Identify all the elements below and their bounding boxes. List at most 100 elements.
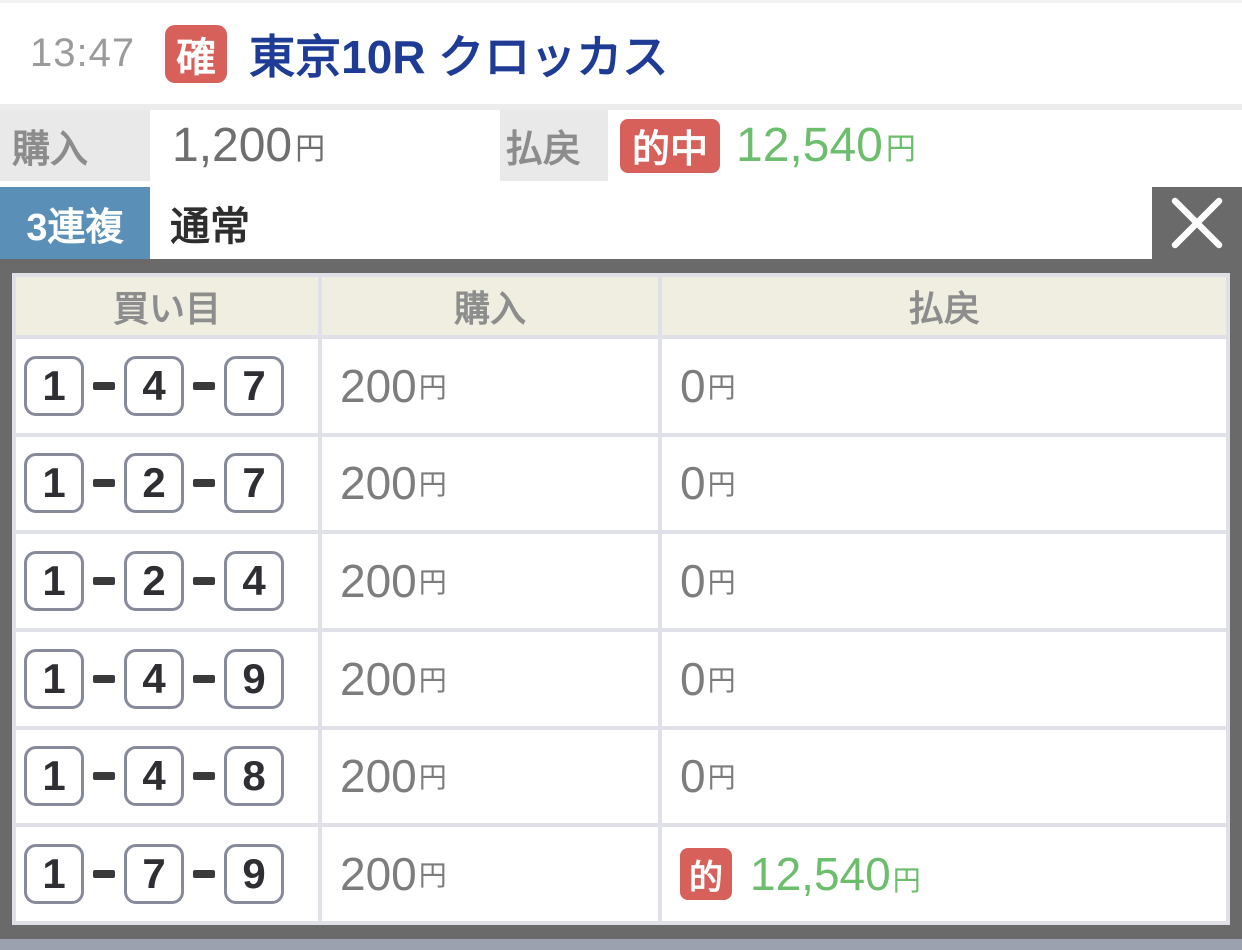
purchase-amount: 200: [340, 750, 417, 803]
race-title: 東京10R クロッカス: [249, 30, 669, 83]
horse-number-box: 9: [224, 844, 284, 905]
page-background-strip: [0, 939, 1242, 950]
purchase-amount-cell: 200 円: [322, 631, 658, 726]
dash-icon: [193, 674, 215, 683]
horse-number-box: 8: [224, 746, 284, 807]
dash-icon: [93, 870, 115, 879]
horse-number-box: 1: [24, 746, 84, 807]
yen-suffix: 円: [418, 860, 447, 892]
yen-suffix: 円: [418, 469, 447, 501]
payout-amount-cell: 的 12,540円: [662, 827, 1226, 921]
horse-number-box: 4: [124, 746, 184, 807]
purchase-amount-cell: 200 円: [322, 436, 658, 531]
race-time: 13:47: [30, 31, 136, 75]
purchase-amount-cell: 200 円: [322, 729, 658, 824]
purchase-amount: 200: [340, 359, 417, 412]
dash-icon: [193, 870, 215, 879]
race-header: 13:47 確 東京10R クロッカス: [0, 0, 1242, 104]
dash-icon: [93, 674, 115, 683]
header-divider: [0, 104, 1242, 110]
horse-number-box: 1: [24, 648, 84, 709]
payout-label: 払戻: [500, 110, 608, 181]
payout-total: 的中 12,540 円: [608, 110, 1242, 181]
column-header-purchase: 購入: [322, 277, 658, 335]
dash-icon: [193, 577, 215, 586]
purchase-amount: 1,200: [172, 119, 293, 172]
summary-row: 購入 1,200 円 払戻 的中 12,540 円: [0, 110, 1242, 181]
yen-suffix: 円: [707, 567, 736, 599]
dash-icon: [93, 577, 115, 586]
dash-icon: [193, 772, 215, 781]
purchase-amount-cell: 200 円: [322, 827, 658, 921]
horse-number-box: 7: [224, 355, 284, 416]
purchase-total: 1,200 円: [150, 110, 500, 181]
purchase-amount: 200: [340, 457, 417, 510]
purchase-amount-cell: 200 円: [322, 534, 658, 628]
horse-number-box: 1: [24, 355, 84, 416]
dash-icon: [93, 772, 115, 781]
bet-type-badge: 3連複: [0, 187, 150, 259]
yen-suffix: 円: [707, 469, 736, 501]
yen-suffix: 円: [885, 132, 916, 166]
close-button[interactable]: [1152, 187, 1242, 259]
payout-amount-value: 0: [680, 555, 706, 608]
bet-table-frame: 買い目 購入 払戻 1 4 7 200 円 0 円 1 2 7 200 円 0 円 1 2 4 200 円 0 円 1 4 9…: [0, 259, 1242, 939]
bet-type-row: 3連複 通常: [0, 187, 1242, 259]
yen-suffix: 円: [295, 132, 326, 166]
payout-amount-value: 0: [680, 750, 706, 803]
yen-suffix: 円: [418, 371, 447, 403]
dash-icon: [93, 381, 115, 390]
horse-number-box: 4: [124, 355, 184, 416]
payout-amount-value: 12,540: [736, 119, 883, 172]
dash-icon: [93, 479, 115, 488]
yen-suffix: 円: [418, 664, 447, 696]
yen-suffix: 円: [892, 865, 921, 897]
horse-number-box: 1: [24, 844, 84, 905]
hit-badge: 的中: [620, 118, 721, 173]
bet-table: 買い目 購入 払戻 1 4 7 200 円 0 円 1 2 7 200 円 0 円 1 2 4 200 円 0 円 1 4 9…: [12, 273, 1230, 925]
payout-amount-value: 0: [680, 359, 706, 412]
yen-suffix: 円: [707, 762, 736, 794]
column-header-payout: 払戻: [662, 277, 1226, 335]
payout-amount: 12,540 円: [736, 118, 916, 173]
payout-amount-value: 0: [680, 457, 706, 510]
yen-suffix: 円: [707, 664, 736, 696]
purchase-amount: 200: [340, 555, 417, 608]
purchase-amount: 200: [340, 652, 417, 705]
dash-icon: [193, 479, 215, 488]
purchase-label: 購入: [0, 110, 150, 181]
hit-badge: 的: [680, 848, 732, 901]
horse-number-box: 1: [24, 453, 84, 514]
payout-amount: 12,540円: [750, 847, 921, 901]
payout-amount-value: 12,540: [750, 848, 891, 901]
column-header-combination: 買い目: [16, 277, 318, 335]
horse-number-box: 2: [124, 453, 184, 514]
row-gap: [0, 181, 1242, 187]
horse-number-box: 2: [124, 551, 184, 612]
confirmed-badge: 確: [165, 24, 228, 83]
horse-number-box: 4: [224, 551, 284, 612]
horse-number-box: 4: [124, 648, 184, 709]
horse-number-box: 7: [124, 844, 184, 905]
purchase-amount: 200: [340, 848, 417, 901]
close-icon: [1171, 197, 1223, 249]
yen-suffix: 円: [418, 567, 447, 599]
horse-number-box: 9: [224, 648, 284, 709]
payout-amount-value: 0: [680, 652, 706, 705]
purchase-amount-cell: 200 円: [322, 339, 658, 433]
dash-icon: [193, 381, 215, 390]
yen-suffix: 円: [418, 762, 447, 794]
horse-number-box: 7: [224, 453, 284, 514]
bet-method-label: 通常: [170, 205, 250, 249]
yen-suffix: 円: [707, 371, 736, 403]
